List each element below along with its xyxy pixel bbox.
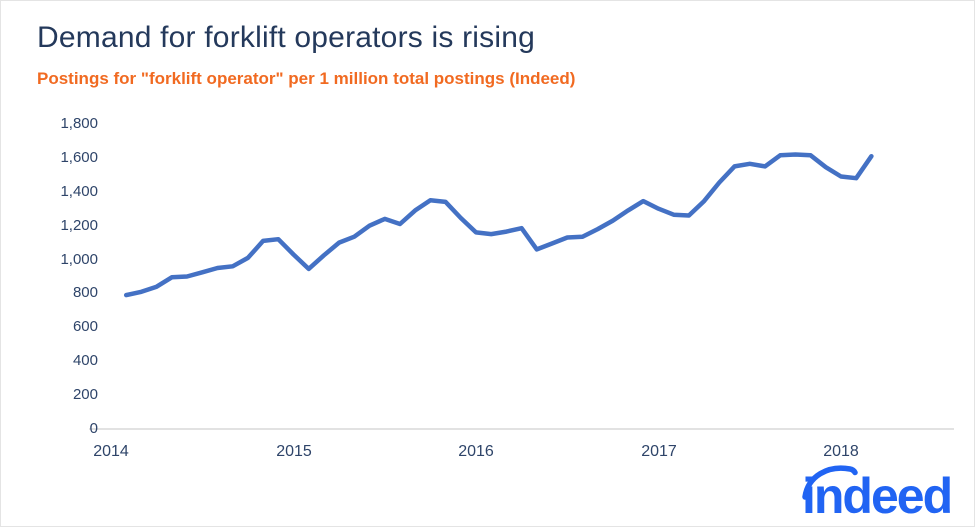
chart-subtitle: Postings for "forklift operator" per 1 m… <box>37 69 576 88</box>
y-tick-label: 0 <box>89 420 98 437</box>
y-tick-label: 600 <box>72 318 98 335</box>
chart-title: Demand for forklift operators is rising <box>37 21 535 54</box>
x-tick-label: 2018 <box>823 443 859 460</box>
x-tick-label: 2014 <box>93 443 129 460</box>
indeed-logo-graphic: indeed <box>802 465 953 524</box>
y-tick-label: 200 <box>72 386 98 403</box>
y-tick-label: 1,600 <box>60 149 98 166</box>
y-tick-label: 800 <box>72 284 98 301</box>
data-line <box>123 152 874 298</box>
logo-swoosh-icon <box>802 465 858 500</box>
indeed-logo: indeed <box>796 453 971 524</box>
x-tick-label: 2016 <box>458 443 494 460</box>
x-tick-label: 2015 <box>276 443 312 460</box>
logo-text: indeed <box>802 468 951 523</box>
y-tick-label: 1,800 <box>60 115 98 132</box>
y-tick-label: 1,200 <box>60 217 98 234</box>
x-tick-label: 2017 <box>641 443 677 460</box>
y-tick-label: 1,400 <box>60 183 98 200</box>
y-tick-label: 400 <box>72 352 98 369</box>
y-tick-label: 1,000 <box>60 251 98 268</box>
